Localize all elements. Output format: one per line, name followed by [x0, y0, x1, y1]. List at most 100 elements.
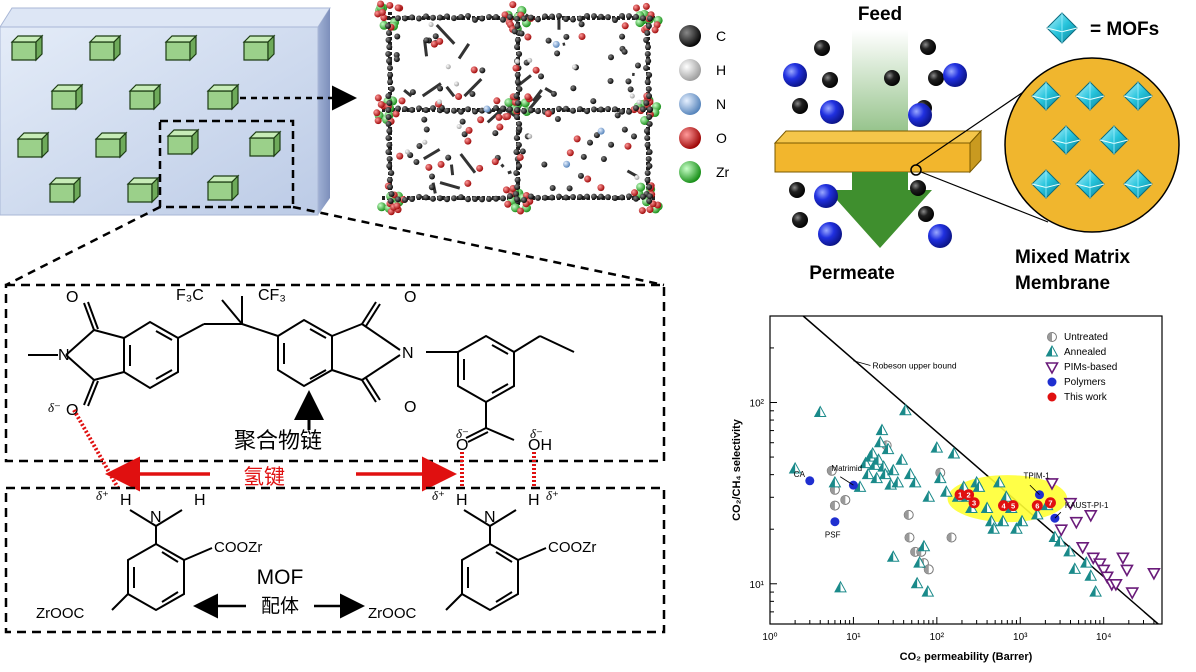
annotation-pointer — [1029, 484, 1040, 495]
n-atom — [552, 40, 560, 48]
o-atom — [524, 93, 532, 101]
o-atom — [646, 206, 654, 214]
c-atom — [556, 193, 562, 200]
c-atom — [423, 37, 430, 44]
c-atom — [402, 15, 408, 22]
c-atom — [444, 196, 450, 203]
o-atom — [501, 11, 509, 19]
carbonyl-o-4: O — [404, 399, 416, 416]
pims-point — [1075, 541, 1090, 555]
c-atom — [644, 30, 651, 36]
c-atom — [514, 100, 521, 106]
annealed-point — [940, 485, 953, 497]
acid-o-label: O — [456, 437, 468, 454]
c-atom — [643, 65, 650, 71]
o-atom — [597, 184, 605, 192]
c-atom — [644, 142, 651, 148]
c-atom — [621, 48, 628, 55]
c-atom — [465, 13, 471, 20]
untreated-point — [903, 509, 914, 520]
c-atom — [646, 184, 653, 190]
pims-point — [1063, 497, 1078, 511]
x-tick-label: 10⁰ — [762, 632, 777, 643]
c-atom — [385, 107, 392, 113]
c-atom — [549, 185, 556, 192]
c-atom — [554, 50, 561, 57]
legend-atom-zr — [679, 161, 701, 183]
x-tick-label: 10⁴ — [1096, 632, 1111, 643]
h-atom — [454, 81, 460, 87]
c-atom — [386, 142, 393, 148]
c-atom — [395, 105, 401, 112]
c-atom — [535, 16, 541, 23]
h-atom — [629, 93, 635, 99]
ch4-molecule — [789, 182, 805, 198]
c-atom — [386, 163, 393, 169]
c-atom — [416, 105, 422, 112]
upper-bound-label: Robeson upper bound — [872, 360, 956, 370]
this-work-point: 5 — [1007, 500, 1019, 512]
co2-molecule — [814, 184, 838, 208]
zoom-region-box — [158, 119, 295, 209]
c-atom — [493, 13, 499, 20]
hydrogen-bond-lines — [72, 409, 536, 489]
point-annotation: CA — [794, 470, 806, 479]
c-atom — [430, 105, 436, 112]
h-atom — [571, 64, 577, 70]
c-atom — [458, 13, 464, 20]
mofs-legend-label: = MOFs — [1090, 19, 1159, 40]
c-atom — [549, 194, 555, 201]
polymer-point — [830, 517, 840, 527]
c-atom — [514, 23, 521, 29]
annealed-point — [870, 471, 884, 484]
c-atom — [432, 33, 439, 40]
ch4-molecule — [928, 70, 944, 86]
c-atom — [627, 86, 634, 93]
o-atom — [476, 164, 484, 172]
o-atom — [374, 94, 382, 102]
upper-bound-pointer — [853, 360, 871, 366]
legend-label: PIMs-based — [1064, 362, 1117, 373]
annealed-point — [1048, 530, 1062, 543]
annealed-point — [930, 441, 944, 453]
c-atom — [566, 185, 573, 192]
mof-cube — [88, 34, 122, 62]
this-work-point: 7 — [1044, 497, 1056, 509]
c-atom — [385, 37, 392, 43]
c-atom — [451, 15, 457, 22]
polymer-structure — [28, 296, 575, 443]
o-atom — [425, 163, 433, 171]
pims-point — [1069, 516, 1084, 530]
mof-crystal — [1075, 81, 1105, 111]
linker-bond — [531, 89, 543, 103]
o-atom — [386, 1, 394, 9]
y-tick-label: 10¹ — [750, 580, 765, 591]
o-atom — [638, 207, 646, 215]
annealed-point — [947, 446, 961, 459]
legend-marker-this-work — [1047, 392, 1057, 402]
c-atom — [513, 135, 520, 141]
o-atom — [398, 97, 406, 105]
c-atom — [416, 15, 422, 22]
c-atom — [500, 105, 506, 112]
o-atom — [393, 202, 401, 210]
annealed-point — [886, 463, 900, 476]
c-atom — [386, 156, 393, 162]
c-atom — [626, 108, 632, 115]
mmm-label-line1: Mixed Matrix — [1015, 247, 1131, 268]
o-atom — [496, 123, 504, 131]
h-atom — [445, 64, 451, 70]
ligand-n-right: N — [484, 509, 496, 526]
pims-point — [1054, 524, 1069, 537]
legend-marker-pims — [1045, 362, 1059, 375]
c-atom — [513, 114, 520, 120]
c-atom — [409, 14, 415, 21]
mof-cube — [10, 34, 44, 62]
annealed-point — [875, 423, 889, 436]
o-atom — [377, 0, 385, 8]
c-atom — [428, 184, 435, 191]
ch4-molecule — [920, 39, 936, 55]
o-atom — [374, 117, 382, 125]
c-atom — [514, 72, 521, 78]
pims-point — [1045, 478, 1059, 491]
